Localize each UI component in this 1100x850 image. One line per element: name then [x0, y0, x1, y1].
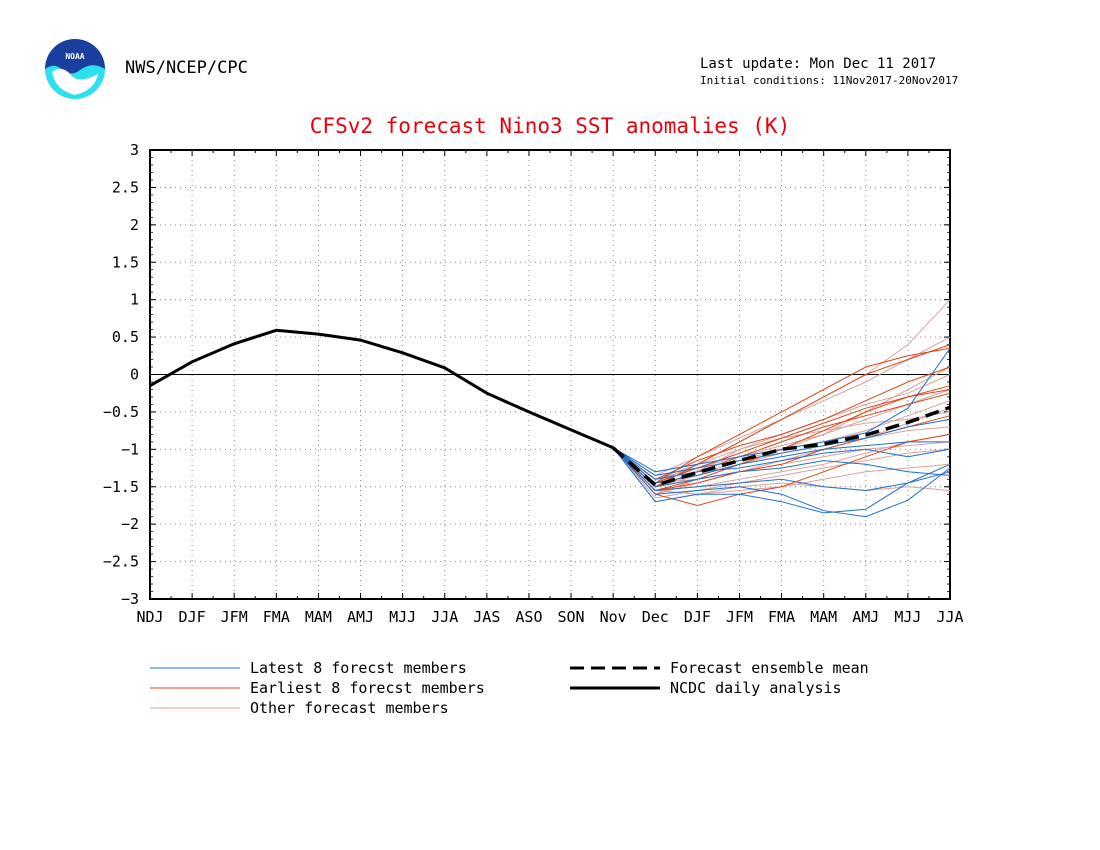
- forecast-member-line: [612, 447, 951, 499]
- x-tick-label: JJA: [431, 608, 458, 626]
- noaa-logo-icon: NOAA: [45, 39, 105, 99]
- legend-label-mean: Forecast ensemble mean: [670, 659, 869, 677]
- y-tick-label: 3: [130, 141, 139, 159]
- x-tick-label: JFM: [221, 608, 248, 626]
- forecast-member-line: [612, 433, 951, 507]
- y-tick-label: −0.5: [103, 403, 139, 421]
- logo-text: NOAA: [65, 52, 84, 61]
- forecast-member-line: [612, 347, 951, 484]
- y-tick-label: 0.5: [112, 328, 139, 346]
- x-tick-label: FMA: [263, 608, 290, 626]
- x-tick-label: DJF: [684, 608, 711, 626]
- grid: [150, 150, 950, 599]
- x-tick-label: JFM: [726, 608, 753, 626]
- member-group-0: [612, 348, 951, 518]
- forecast-member-line: [612, 447, 951, 488]
- legend-label-other: Other forecast members: [250, 699, 449, 717]
- logo-bird: [52, 68, 98, 95]
- forecast-member-line: [612, 447, 951, 492]
- initial-conditions-label: Initial conditions: 11Nov2017-20Nov2017: [700, 74, 959, 87]
- forecast-member-line: [612, 447, 951, 480]
- y-tick-label: 0: [130, 366, 139, 384]
- y-tick-label: −1: [121, 440, 139, 458]
- x-tick-label: JJA: [936, 608, 963, 626]
- x-tick-label: NDJ: [136, 608, 163, 626]
- x-tick-label: DJF: [179, 608, 206, 626]
- x-tick-label: MJJ: [389, 608, 416, 626]
- y-tick-label: −2.5: [103, 553, 139, 571]
- forecast-member-line: [612, 447, 951, 514]
- x-tick-label: JAS: [473, 608, 500, 626]
- x-tick-label: AMJ: [852, 608, 879, 626]
- forecast-member-line: [612, 418, 951, 477]
- forecast-member-line: [612, 389, 951, 484]
- ensemble-mean-line: [612, 405, 951, 488]
- x-tick-label: MJJ: [894, 608, 921, 626]
- y-tick-label: 1.5: [112, 253, 139, 271]
- x-tick-label: FMA: [768, 608, 795, 626]
- legend: Latest 8 forecst members Earliest 8 forec…: [150, 659, 869, 717]
- last-update-label: Last update: Mon Dec 11 2017: [700, 56, 937, 72]
- x-tick-label: ASO: [515, 608, 542, 626]
- y-tick-label: 2.5: [112, 178, 139, 196]
- x-tick-label: Nov: [600, 608, 627, 626]
- logo-upper: [45, 39, 105, 74]
- forecast-member-line: [612, 389, 951, 480]
- legend-label-analysis: NCDC daily analysis: [670, 679, 842, 697]
- x-tick-label: SON: [558, 608, 585, 626]
- forecast-member-line: [612, 348, 951, 473]
- x-tick-label: MAM: [810, 608, 837, 626]
- y-tick-label: 1: [130, 291, 139, 309]
- legend-label-latest: Latest 8 forecst members: [250, 659, 467, 677]
- y-tick-label: 2: [130, 216, 139, 234]
- analysis-line: [149, 328, 614, 450]
- legend-label-earliest: Earliest 8 forecst members: [250, 679, 485, 697]
- forecast-member-line: [612, 447, 951, 518]
- chart-title: CFSv2 forecast Nino3 SST anomalies (K): [309, 114, 791, 138]
- y-tick-label: −1.5: [103, 478, 139, 496]
- x-tick-label: Dec: [642, 608, 669, 626]
- y-tick-label: −2: [121, 515, 139, 533]
- y-tick-label: −3: [121, 590, 139, 608]
- x-tick-label: MAM: [305, 608, 332, 626]
- x-tick-label: AMJ: [347, 608, 374, 626]
- forecast-member-line: [612, 366, 951, 480]
- org-label: NWS/NCEP/CPC: [125, 58, 248, 78]
